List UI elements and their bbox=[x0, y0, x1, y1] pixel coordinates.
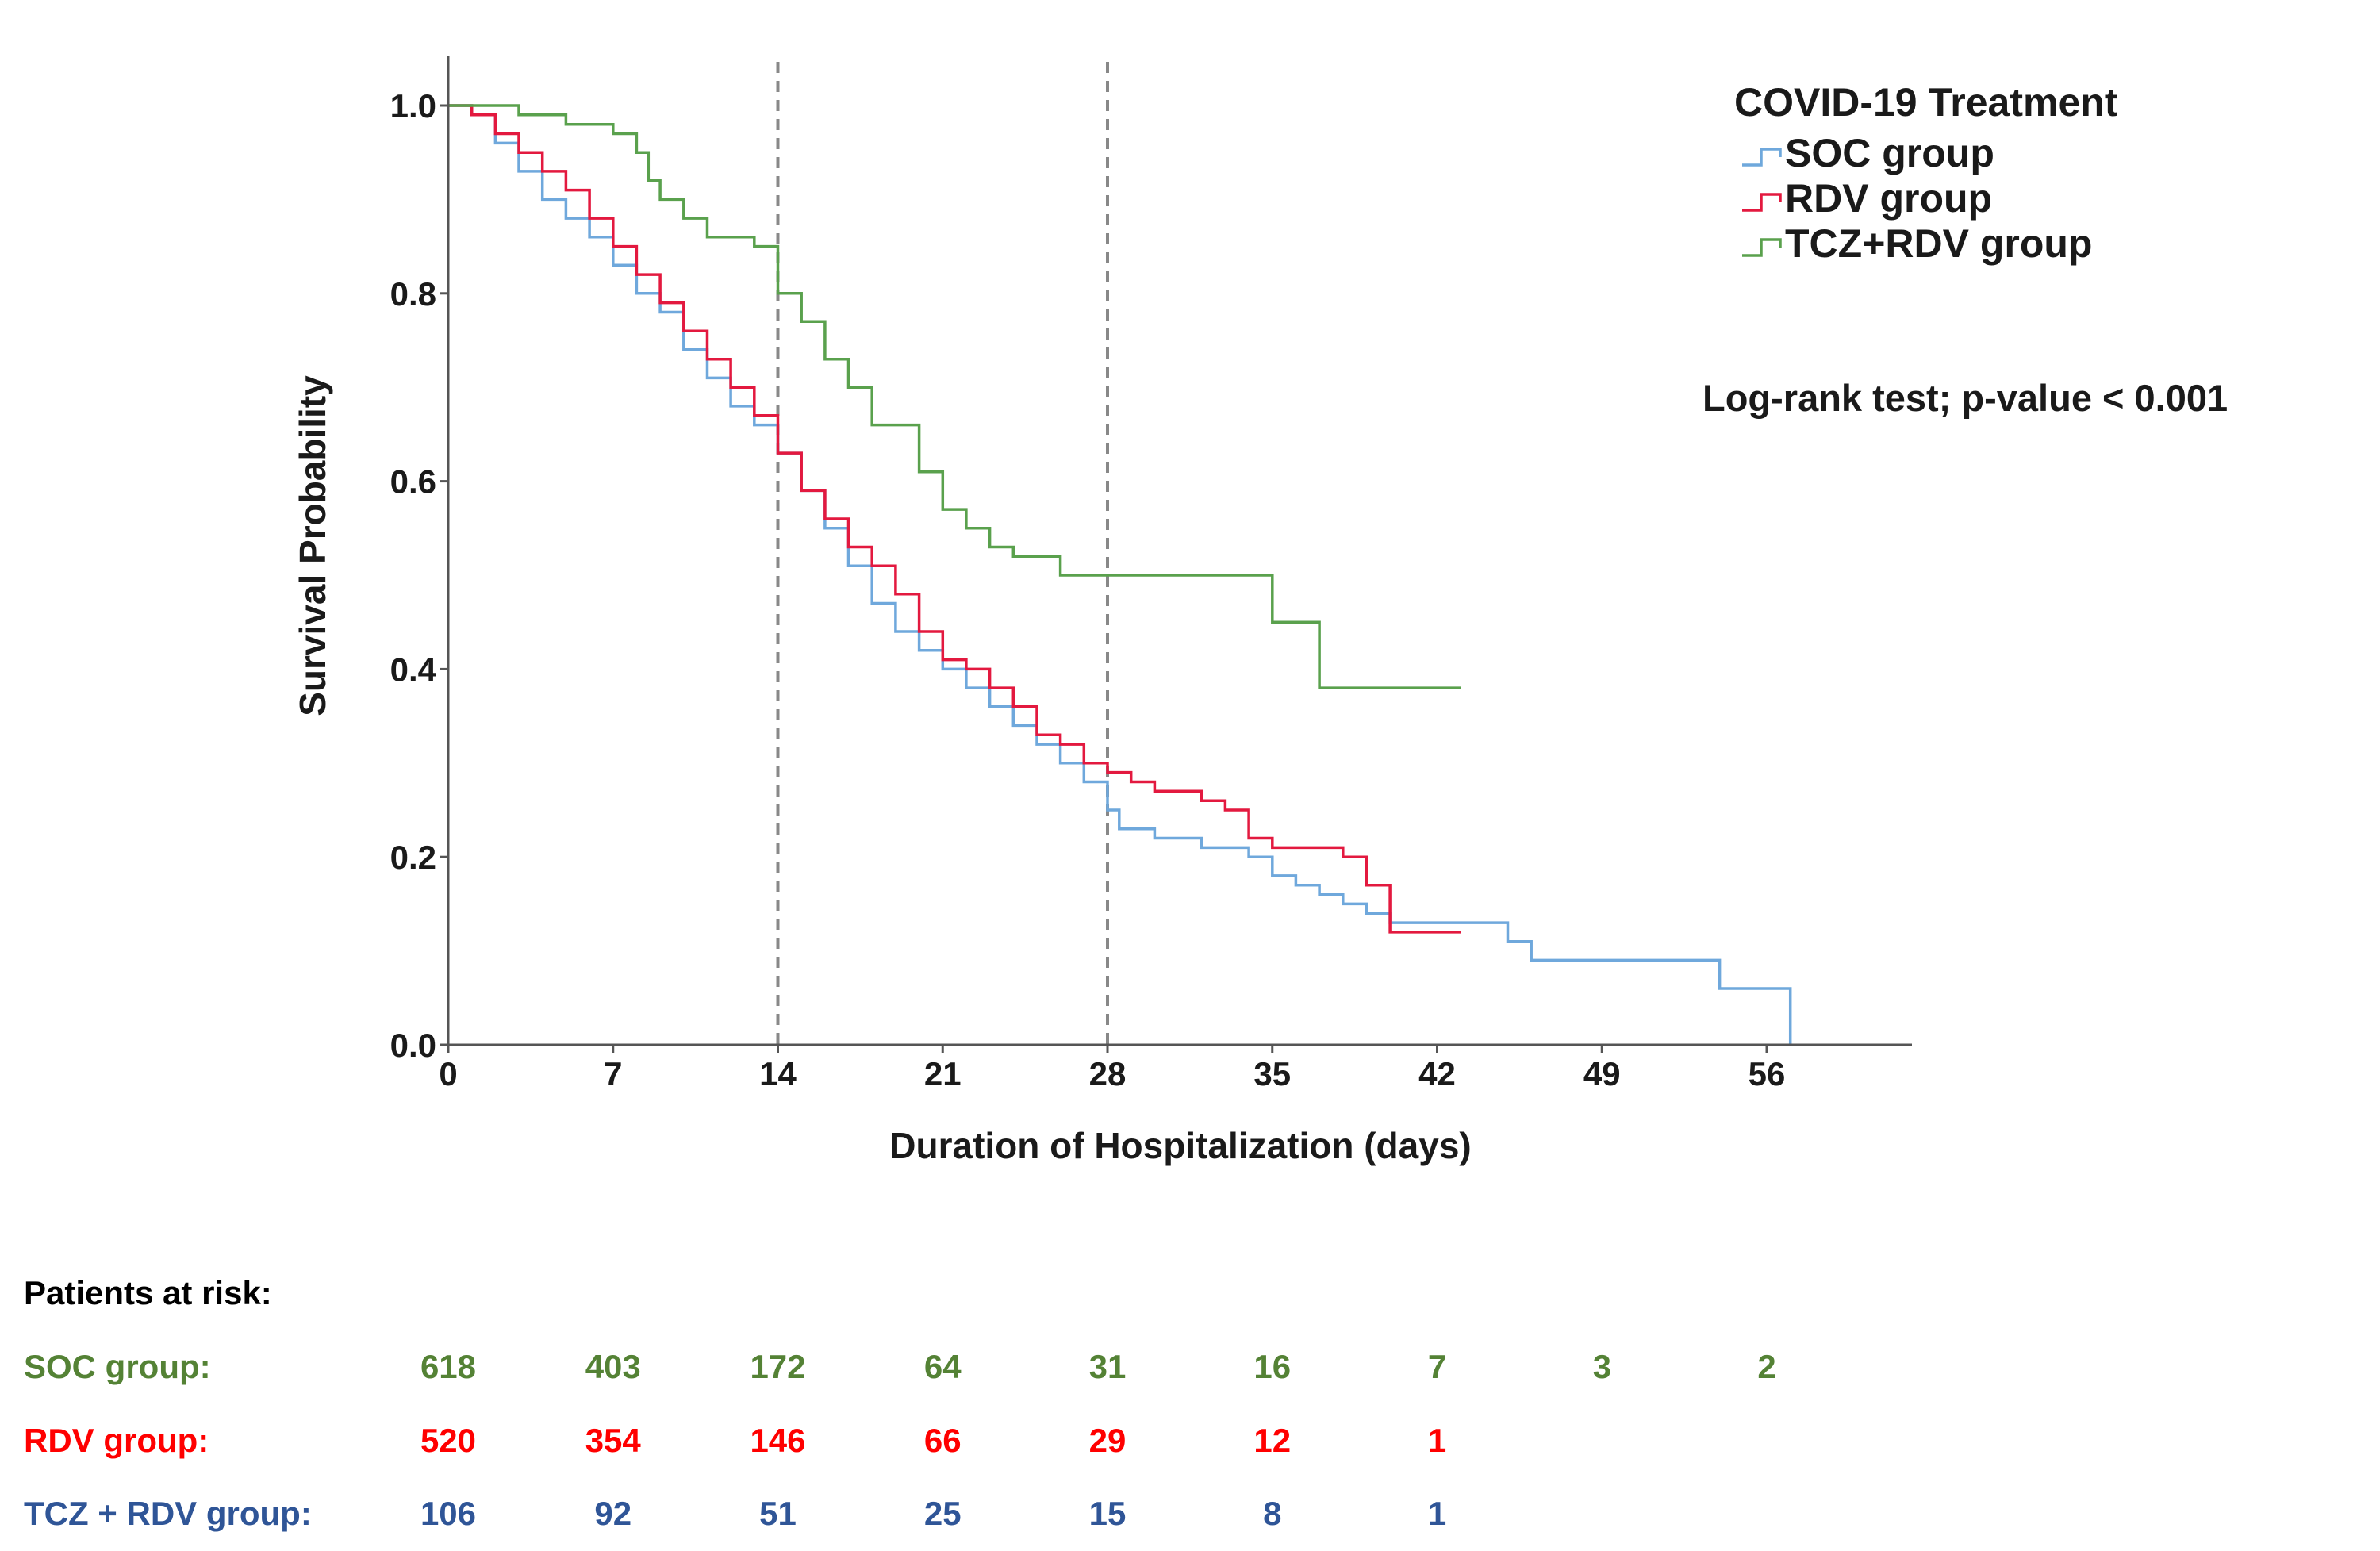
risk-value: 3 bbox=[1593, 1348, 1611, 1385]
risk-value: 7 bbox=[1428, 1348, 1446, 1385]
legend-title: COVID-19 Treatment bbox=[1734, 80, 2118, 125]
series-line-tcz-rdv-group bbox=[448, 104, 1461, 689]
risk-value: 106 bbox=[420, 1495, 476, 1532]
plot-area bbox=[448, 62, 1792, 1045]
risk-value: 16 bbox=[1253, 1348, 1291, 1385]
y-axis-title: Survival Probability bbox=[292, 375, 333, 716]
x-tick-label: 35 bbox=[1253, 1055, 1291, 1092]
series-line-rdv-group bbox=[448, 104, 1461, 934]
risk-value: 1 bbox=[1428, 1422, 1446, 1459]
risk-table: SOC group: 618 403 172 64 31 16 7 3 2 RDV group: 52… bbox=[24, 1348, 1776, 1532]
y-tick-label: 1.0 bbox=[390, 87, 436, 125]
risk-value: 2 bbox=[1757, 1348, 1775, 1385]
risk-table-title: Patients at risk: bbox=[24, 1274, 272, 1311]
risk-row-label: SOC group: bbox=[24, 1348, 211, 1385]
risk-value: 64 bbox=[924, 1348, 962, 1385]
risk-value: 29 bbox=[1089, 1422, 1127, 1459]
risk-value: 15 bbox=[1089, 1495, 1127, 1532]
y-tick-label: 0.8 bbox=[390, 275, 436, 313]
risk-value: 8 bbox=[1263, 1495, 1281, 1532]
legend-label: TCZ+RDV group bbox=[1785, 221, 2092, 266]
risk-value: 66 bbox=[924, 1422, 962, 1459]
y-tick-label: 0.6 bbox=[390, 463, 436, 501]
risk-row-label: RDV group: bbox=[24, 1422, 209, 1459]
legend-label: SOC group bbox=[1785, 131, 1994, 175]
risk-value: 618 bbox=[420, 1348, 476, 1385]
x-tick-label: 49 bbox=[1583, 1055, 1621, 1092]
risk-value: 354 bbox=[585, 1422, 642, 1459]
risk-value: 25 bbox=[924, 1495, 962, 1532]
x-tick-label: 14 bbox=[759, 1055, 797, 1092]
risk-value: 520 bbox=[420, 1422, 476, 1459]
risk-row-label: TCZ + RDV group: bbox=[24, 1495, 312, 1532]
x-axis-title: Duration of Hospitalization (days) bbox=[889, 1125, 1471, 1166]
log-rank-annotation: Log-rank test; p-value < 0.001 bbox=[1702, 377, 2228, 419]
y-tick-label: 0.2 bbox=[390, 839, 436, 876]
risk-value: 146 bbox=[750, 1422, 805, 1459]
y-tick-label: 0.0 bbox=[390, 1027, 436, 1064]
axes: 0 7 14 21 28 35 42 49 56 0.0 0.2 0.4 0.6 0.8 1.0 bbox=[390, 56, 1912, 1092]
x-tick-label: 7 bbox=[604, 1055, 622, 1092]
risk-value: 1 bbox=[1428, 1495, 1446, 1532]
legend-swatch bbox=[1742, 148, 1782, 167]
y-tick-label: 0.4 bbox=[390, 651, 437, 688]
risk-value: 92 bbox=[594, 1495, 631, 1532]
x-tick-label: 28 bbox=[1089, 1055, 1127, 1092]
risk-value: 172 bbox=[750, 1348, 805, 1385]
risk-value: 403 bbox=[585, 1348, 641, 1385]
legend-swatch bbox=[1742, 238, 1782, 257]
x-tick-label: 42 bbox=[1418, 1055, 1456, 1092]
risk-value: 12 bbox=[1253, 1422, 1291, 1459]
x-tick-label: 21 bbox=[924, 1055, 962, 1092]
risk-value: 51 bbox=[759, 1495, 797, 1532]
legend-label: RDV group bbox=[1785, 176, 1992, 221]
risk-value: 31 bbox=[1089, 1348, 1127, 1385]
legend-swatch bbox=[1742, 193, 1782, 212]
x-tick-label: 0 bbox=[439, 1055, 457, 1092]
x-tick-label: 56 bbox=[1749, 1055, 1786, 1092]
